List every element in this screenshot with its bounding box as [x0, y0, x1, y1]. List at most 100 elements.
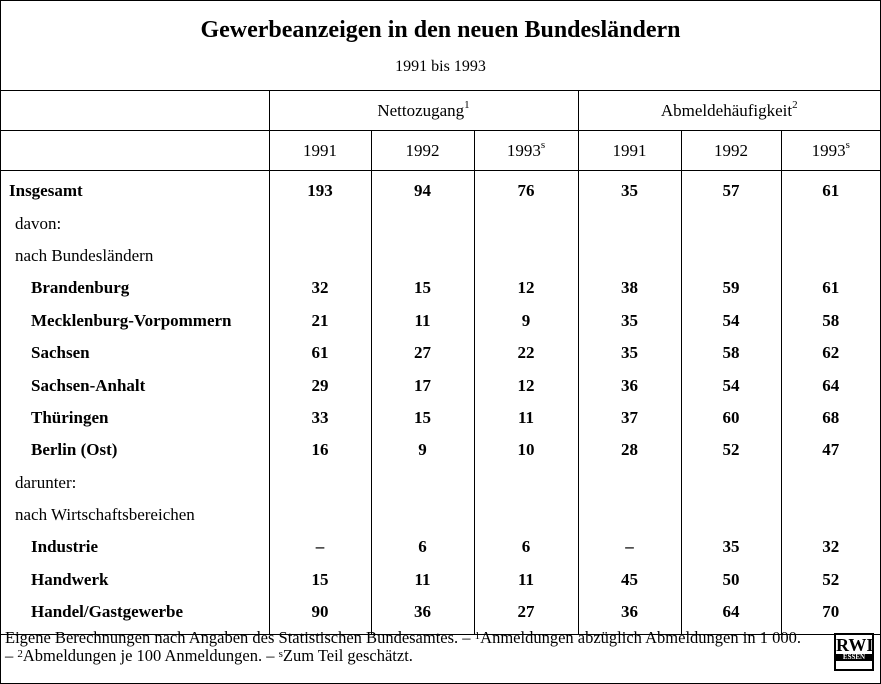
corner [1, 90, 269, 131]
cell: 61 [780, 170, 880, 208]
row-label: Thüringen [31, 407, 109, 427]
cell: 6 [370, 531, 474, 564]
cell [780, 466, 880, 499]
cell: – [577, 531, 681, 564]
cell: 59 [680, 272, 781, 305]
cell: 36 [577, 369, 681, 402]
cell: 21 [268, 304, 371, 337]
cell: 11 [473, 563, 578, 597]
cell: 32 [268, 272, 371, 305]
cell [473, 207, 578, 240]
cell: 11 [473, 401, 578, 435]
cell: 37 [577, 401, 681, 435]
cell [780, 498, 880, 532]
row: Handwerk 15 11 11 45 50 52 [1, 563, 880, 597]
cell: 28 [577, 434, 681, 467]
cell: 15 [268, 563, 371, 597]
cell: 11 [370, 563, 474, 597]
cell: 90 [268, 596, 371, 636]
cell: 64 [780, 369, 880, 402]
cell [268, 239, 371, 273]
cell: 94 [370, 170, 474, 208]
cell [268, 207, 371, 240]
header-row: 1991 1992 1993s 1991 1992 1993s [1, 130, 880, 171]
group-sup: 1 [464, 98, 470, 111]
cell: 35 [680, 531, 781, 564]
year-header: 1993s [473, 130, 578, 171]
subtitle: 1991 bis 1993 [395, 58, 486, 75]
year-label: 1991 [612, 140, 647, 160]
row: Berlin (Ost) 16 9 10 28 52 47 [1, 434, 880, 467]
cell [473, 239, 578, 273]
cell: 29 [268, 369, 371, 402]
cell: 76 [473, 170, 578, 208]
year-header: 1992 [370, 130, 474, 171]
cell: 57 [680, 170, 781, 208]
row-label: darunter: [15, 472, 77, 492]
footnote: Eigene Berechnungen nach Angaben des Sta… [5, 629, 805, 665]
cell: 36 [577, 596, 681, 636]
cell: 38 [577, 272, 681, 305]
year-header: 1993s [780, 130, 880, 171]
cell [577, 498, 681, 532]
cell: 61 [268, 336, 371, 370]
year-label: 1993 [811, 140, 846, 160]
row: darunter: [1, 466, 880, 499]
row: Insgesamt 193 94 76 35 57 61 [1, 170, 880, 208]
cell: 9 [473, 304, 578, 337]
row-label: davon: [15, 213, 62, 233]
cell [577, 466, 681, 499]
row-label: nach Wirtschaftsbereichen [15, 505, 195, 525]
row-label: Berlin (Ost) [31, 440, 118, 460]
row: Mecklenburg-Vorpommern 21 11 9 35 54 58 [1, 304, 880, 337]
cell: 12 [473, 369, 578, 402]
row-label: Handwerk [31, 569, 109, 589]
cell: 33 [268, 401, 371, 435]
cell: 45 [577, 563, 681, 597]
cell: 17 [370, 369, 474, 402]
cell: 70 [780, 596, 880, 636]
cell [268, 466, 371, 499]
row: Thüringen 33 15 11 37 60 68 [1, 401, 880, 435]
logo: RWI ESSEN [834, 633, 874, 671]
cell: 193 [268, 170, 371, 208]
cell: 27 [370, 336, 474, 370]
cell: 52 [680, 434, 781, 467]
cell: 6 [473, 531, 578, 564]
row-label: Sachsen-Anhalt [31, 375, 146, 395]
row: Sachsen-Anhalt 29 17 12 36 54 64 [1, 369, 880, 402]
cell: 15 [370, 401, 474, 435]
cell: – [268, 531, 371, 564]
year-header: 1991 [268, 130, 371, 171]
cell [268, 498, 371, 532]
cell: 15 [370, 272, 474, 305]
row: nach Wirtschaftsbereichen [1, 498, 880, 532]
cell: 50 [680, 563, 781, 597]
cell: 27 [473, 596, 578, 636]
footnote-part: Abmeldungen je 100 Anmeldungen. – [22, 646, 279, 665]
cell [680, 239, 781, 273]
group-label: Nettozugang [377, 100, 465, 120]
group-header: Abmeldehäufigkeit2 [577, 90, 880, 131]
cell [370, 207, 474, 240]
cell: 32 [780, 531, 880, 564]
footnote-part: 2 [17, 648, 23, 660]
row-label: Sachsen [31, 343, 90, 363]
cell [680, 498, 781, 532]
row-label: Insgesamt [9, 181, 83, 201]
cell: 61 [780, 272, 880, 305]
title: Gewerbeanzeigen in den neuen Bundeslände… [200, 17, 681, 43]
footnote-part: Zum Teil geschätzt. [282, 646, 413, 665]
row-label: nach Bundesländern [15, 245, 154, 265]
group-sup: 2 [792, 98, 798, 111]
group-header: Nettozugang1 [268, 90, 578, 131]
cell [370, 239, 474, 273]
cell [473, 498, 578, 532]
footnote-part: 1 [474, 630, 481, 642]
row-label: Brandenburg [31, 278, 130, 298]
row-label: Mecklenburg-Vorpommern [31, 310, 232, 330]
cell: 64 [680, 596, 781, 636]
cell [780, 207, 880, 240]
cell: 16 [268, 434, 371, 467]
